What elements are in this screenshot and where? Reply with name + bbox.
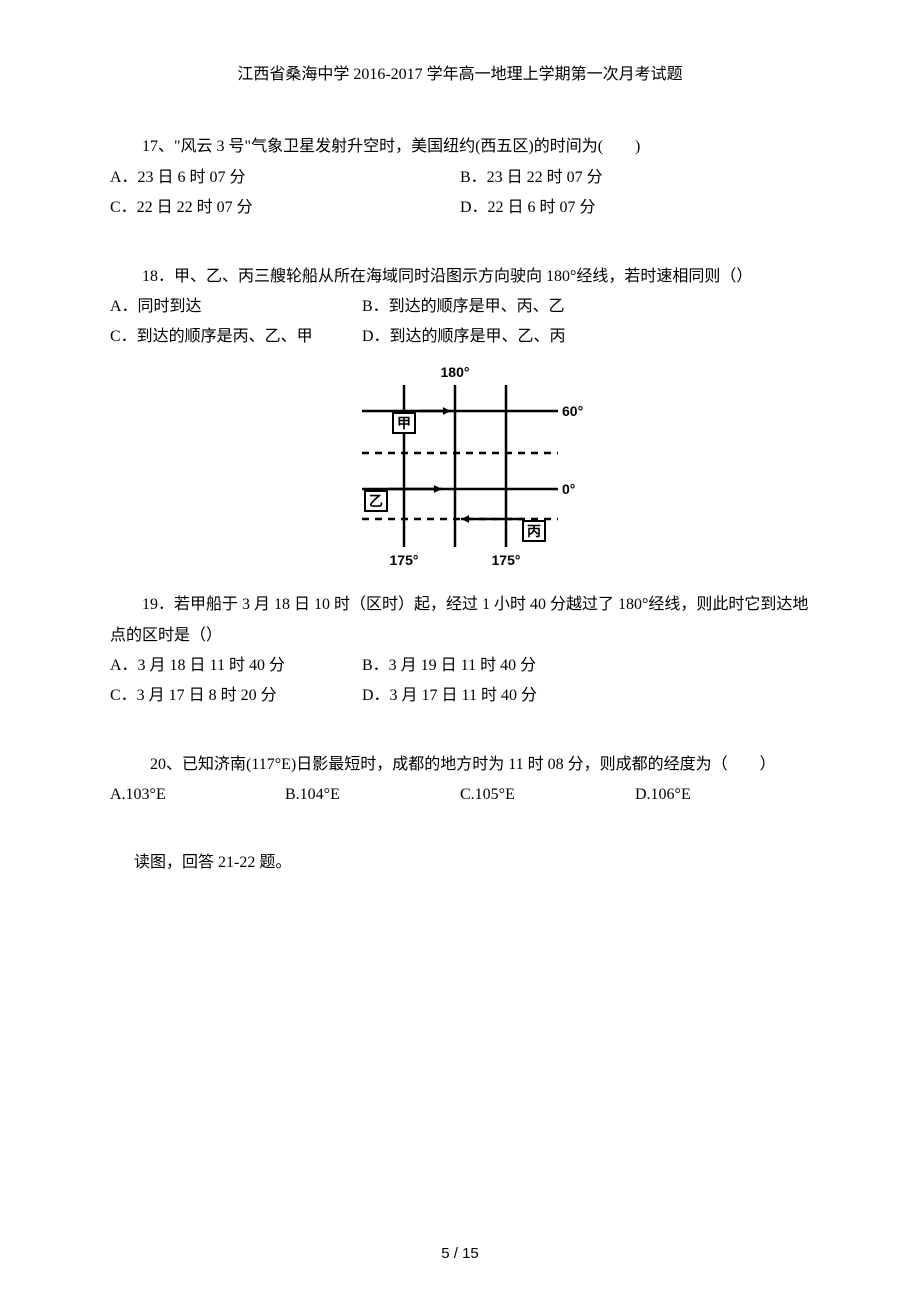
q18-stem: 18．甲、乙、丙三艘轮船从所在海域同时沿图示方向驶向 180°经线，若时速相同则…: [110, 262, 810, 292]
q18-option-b: B．到达的顺序是甲、丙、乙: [362, 292, 810, 322]
svg-text:甲: 甲: [397, 415, 411, 431]
q19-stem-text: 19．若甲船于 3 月 18 日 10 时（区时）起，经过 1 小时 40 分越…: [110, 596, 808, 643]
svg-text:175°: 175°: [492, 552, 521, 568]
instruction-text: 读图，回答 21-22 题。: [134, 854, 291, 871]
question-18: 18．甲、乙、丙三艘轮船从所在海域同时沿图示方向驶向 180°经线，若时速相同则…: [110, 262, 810, 353]
read-figure-instruction: 读图，回答 21-22 题。: [110, 848, 810, 878]
q18-option-c: C．到达的顺序是丙、乙、甲: [110, 322, 362, 352]
document-header: 江西省桑海中学 2016-2017 学年高一地理上学期第一次月考试题: [110, 60, 810, 90]
question-17: 17、"风云 3 号"气象卫星发射升空时，美国纽约(西五区)的时间为( ) A．…: [110, 132, 810, 223]
q20-stem: 20、已知济南(117°E)日影最短时，成都的地方时为 11 时 08 分，则成…: [110, 750, 810, 780]
q18-options-row2: C．到达的顺序是丙、乙、甲 D．到达的顺序是甲、乙、丙: [110, 322, 810, 352]
q19-option-c: C．3 月 17 日 8 时 20 分: [110, 681, 362, 711]
q19-stem: 19．若甲船于 3 月 18 日 10 时（区时）起，经过 1 小时 40 分越…: [110, 590, 810, 651]
q20-option-d: D.106°E: [635, 780, 810, 810]
q17-options-row2: C．22 日 22 时 07 分 D．22 日 6 时 07 分: [110, 193, 810, 223]
map-diagram-svg: 180° 60° 0° 175° 175° 甲乙丙: [330, 361, 590, 571]
page-number: 5 / 15: [0, 1240, 920, 1269]
header-title: 江西省桑海中学 2016-2017 学年高一地理上学期第一次月考试题: [237, 66, 682, 83]
q17-option-d: D．22 日 6 时 07 分: [460, 193, 810, 223]
q17-stem: 17、"风云 3 号"气象卫星发射升空时，美国纽约(西五区)的时间为( ): [110, 132, 810, 162]
svg-text:乙: 乙: [369, 493, 383, 509]
q20-option-c: C.105°E: [460, 780, 635, 810]
q18-options-row1: A．同时到达 B．到达的顺序是甲、丙、乙: [110, 292, 810, 322]
q19-options-row1: A．3 月 18 日 11 时 40 分 B．3 月 19 日 11 时 40 …: [110, 651, 810, 681]
question-20: 20、已知济南(117°E)日影最短时，成都的地方时为 11 时 08 分，则成…: [110, 750, 810, 811]
q19-option-a: A．3 月 18 日 11 时 40 分: [110, 651, 362, 681]
q17-option-a: A．23 日 6 时 07 分: [110, 163, 460, 193]
svg-text:60°: 60°: [562, 403, 583, 419]
map-diagram: 180° 60° 0° 175° 175° 甲乙丙: [110, 361, 810, 582]
q18-option-d: D．到达的顺序是甲、乙、丙: [362, 322, 810, 352]
q19-options-row2: C．3 月 17 日 8 时 20 分 D．3 月 17 日 11 时 40 分: [110, 681, 810, 711]
q19-option-b: B．3 月 19 日 11 时 40 分: [362, 651, 810, 681]
svg-text:175°: 175°: [390, 552, 419, 568]
page-number-text: 5 / 15: [441, 1245, 479, 1262]
q19-option-d: D．3 月 17 日 11 时 40 分: [362, 681, 810, 711]
q18-option-a: A．同时到达: [110, 292, 362, 322]
question-19: 19．若甲船于 3 月 18 日 10 时（区时）起，经过 1 小时 40 分越…: [110, 590, 810, 712]
q17-option-c: C．22 日 22 时 07 分: [110, 193, 460, 223]
svg-text:0°: 0°: [562, 481, 575, 497]
q17-option-b: B．23 日 22 时 07 分: [460, 163, 810, 193]
svg-text:丙: 丙: [527, 523, 541, 539]
q20-option-b: B.104°E: [285, 780, 460, 810]
q17-options-row1: A．23 日 6 时 07 分 B．23 日 22 时 07 分: [110, 163, 810, 193]
page-content: 江西省桑海中学 2016-2017 学年高一地理上学期第一次月考试题 17、"风…: [0, 0, 920, 919]
q20-options-row: A.103°E B.104°E C.105°E D.106°E: [110, 780, 810, 810]
svg-text:180°: 180°: [441, 364, 470, 380]
q20-option-a: A.103°E: [110, 780, 285, 810]
